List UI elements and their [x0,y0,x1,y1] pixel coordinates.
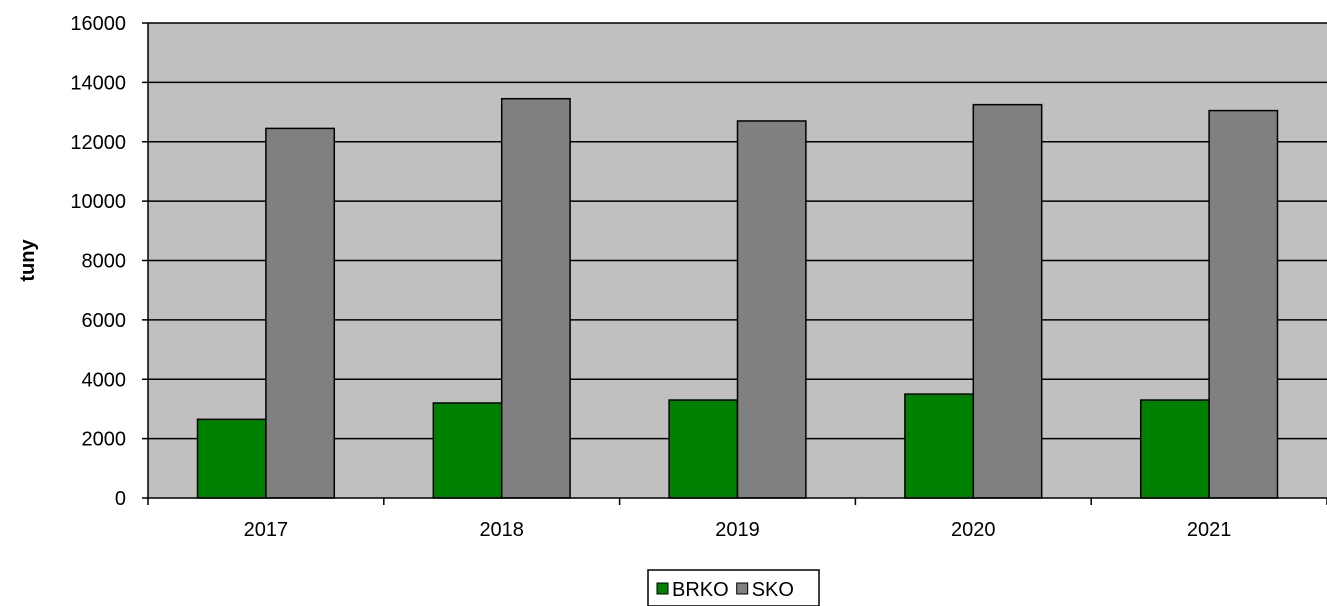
bar-sko-2017 [265,127,336,499]
y-tick-label: 16000 [70,13,126,35]
bar-brko-2020 [904,393,975,499]
bar-brko-2021 [1139,399,1210,499]
legend-label-brko: BRKO [672,579,729,601]
axes [142,22,1327,505]
legend-swatch-sko [736,582,749,595]
x-tick-label: 2020 [951,519,996,541]
x-tick-labels: 2017 2018 2019 2020 2021 [244,519,1232,541]
x-tick-label: 2021 [1187,519,1232,541]
y-tick-label: 10000 [70,191,126,213]
y-tick-label: 2000 [82,429,127,451]
y-tick-label: 6000 [82,310,127,332]
y-axis-title: tuny [17,239,39,282]
y-tick-label: 8000 [82,251,127,273]
bar-brko-2019 [668,399,739,499]
y-tick-label: 0 [115,488,126,510]
bar-brko-2018 [432,402,503,499]
y-tick-labels: 0 2000 4000 6000 8000 10000 12000 14000 16000 [70,13,126,510]
bar-brko-2017 [196,418,267,499]
bar-sko-2019 [736,120,807,499]
x-tick-label: 2017 [244,519,289,541]
x-tick-label: 2019 [715,519,760,541]
y-tick-label: 12000 [70,132,126,154]
x-tick-label: 2018 [479,519,524,541]
bar-sko-2018 [500,97,571,499]
legend-label-sko: SKO [752,579,794,601]
bar-sko-2021 [1208,109,1279,499]
y-tick-label: 4000 [82,369,127,391]
bars [196,97,1279,499]
y-tick-label: 14000 [70,72,126,94]
legend: BRKO SKO [647,569,820,606]
legend-box [647,569,820,606]
legend-swatch-brko [656,582,669,595]
bar-sko-2020 [972,103,1043,499]
